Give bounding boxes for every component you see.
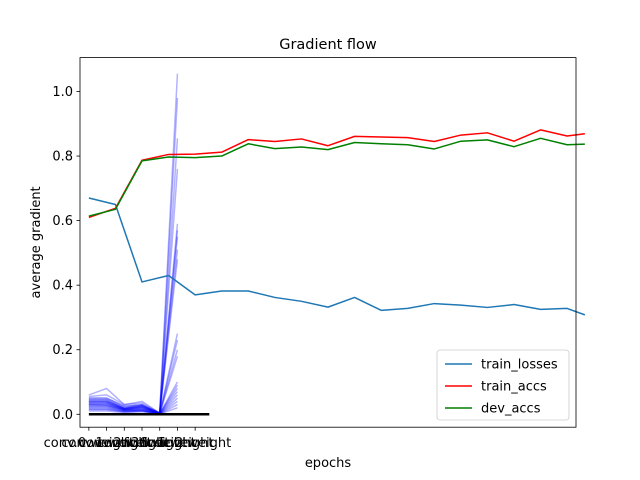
gradient-line-21 <box>88 407 178 415</box>
x-tick-label: fc.1.weight <box>141 436 213 451</box>
x-tick-label: fc.2.weight <box>159 436 231 451</box>
gradient-line-8 <box>88 259 179 415</box>
legend-box <box>436 349 570 421</box>
gradient-line-12 <box>88 355 179 415</box>
gradient-line-5 <box>88 230 179 415</box>
gradient-line-9 <box>88 333 179 415</box>
axes-frame <box>79 57 577 428</box>
gradient-line-20 <box>88 403 178 415</box>
gradient-line-18 <box>88 397 178 415</box>
gradient-line-15 <box>88 388 179 415</box>
series-line-dev-accs <box>88 137 585 217</box>
gradient-line-3 <box>88 168 179 415</box>
x-tick-label: conv.2.weight <box>79 436 169 451</box>
legend: train_losses train_accs dev_accs <box>436 349 570 421</box>
legend-label-train-accs: train_accs <box>481 380 547 395</box>
legend-label-train-losses: train_losses <box>481 358 558 373</box>
gradient-line-11 <box>88 349 179 415</box>
gradient-line-1 <box>88 97 179 415</box>
chart-title: Gradient flow <box>279 37 377 53</box>
gradient-line-14 <box>88 384 179 415</box>
series-line-train-losses <box>88 197 586 316</box>
gradient-line-19 <box>88 400 178 415</box>
gradient-line-4 <box>88 223 179 415</box>
y-tick-label: 1.0 <box>52 85 73 100</box>
y-axis-ticks: 0.0 0.2 0.4 0.6 0.8 1.0 <box>52 85 80 423</box>
x-tick-label: conv.3.weight <box>97 436 187 451</box>
gradient-line-2 <box>88 138 179 415</box>
legend-label-dev-accs: dev_accs <box>481 402 541 417</box>
gradient-line-0 <box>88 73 179 415</box>
gradient-line-7 <box>88 249 179 415</box>
x-tick-label: conv.1.weight <box>61 436 151 451</box>
x-tick-label: fc.0.weight <box>124 436 196 451</box>
y-axis-label: average gradient <box>29 186 44 298</box>
gradient-line-6 <box>88 236 179 415</box>
y-tick-label: 0.8 <box>52 150 73 165</box>
y-tick-label: 0.4 <box>52 279 73 294</box>
gradient-line-10 <box>88 339 179 415</box>
series-line-train-accs <box>88 129 585 219</box>
gradient-line-13 <box>88 381 179 415</box>
y-tick-label: 0.0 <box>52 408 73 423</box>
y-tick-label: 0.6 <box>52 214 73 229</box>
x-tick-label: conv.0.weight <box>44 436 134 451</box>
x-axis-label: epochs <box>305 456 352 471</box>
gradient-line-16 <box>88 391 179 415</box>
gradient-line-17 <box>88 394 178 415</box>
x-axis-ticks: conv.0.weightconv.1.weightconv.2.weightc… <box>44 427 231 451</box>
plot-marks <box>88 73 586 416</box>
y-tick-label: 0.2 <box>52 343 73 358</box>
